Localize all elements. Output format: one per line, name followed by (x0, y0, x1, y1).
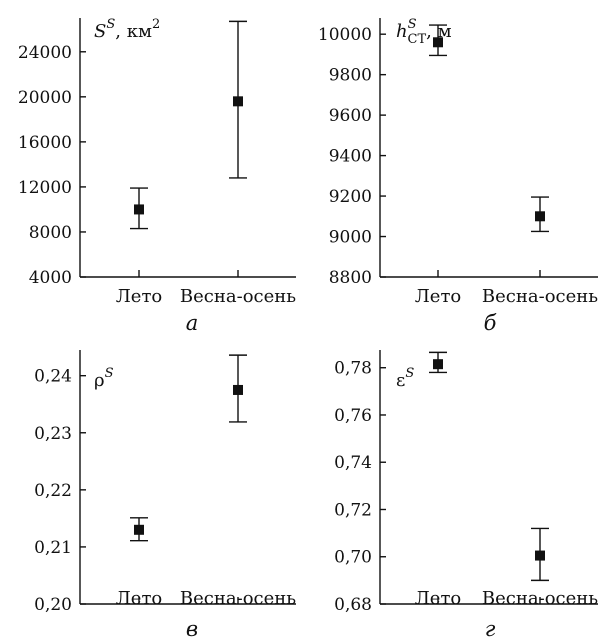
data-point (433, 359, 443, 370)
x-tick-label: Лето (116, 286, 162, 307)
y-tick-label: 0,24 (34, 367, 72, 387)
panel-letter: а (186, 311, 199, 335)
data-point (535, 550, 545, 561)
y-tick-label: 0,20 (34, 595, 72, 615)
data-point (433, 37, 443, 48)
y-axis-label: SS, км2 (94, 17, 160, 42)
x-tick-label: Весна-осень (482, 588, 598, 609)
y-tick-label: 0,72 (334, 500, 372, 520)
y-tick-label: 0,78 (334, 359, 372, 379)
y-axis-label: hS CT, м (396, 17, 452, 47)
x-tick-label: Весна-осень (180, 286, 296, 307)
y-tick-label: 12000 (18, 178, 72, 198)
y-tick-label: 9200 (329, 187, 372, 207)
y-tick-label: 4000 (29, 268, 72, 288)
y-axis-label: ρS (94, 366, 114, 391)
panel-letter: б (484, 311, 497, 335)
y-axis-label: εS (396, 366, 414, 391)
panel-1: 4000 8000 12000 16000 20000 24000 Лето Весна-ос… (18, 17, 296, 335)
y-tick-label: 9600 (329, 106, 372, 126)
y-tick-label: 0,74 (334, 453, 372, 473)
x-tick-label: Лето (116, 588, 162, 609)
y-tick-label: 16000 (18, 133, 72, 153)
data-point (134, 204, 144, 215)
y-tick-label: 0,23 (34, 424, 72, 444)
y-tick-label: 0,68 (334, 595, 372, 615)
y-tick-label: 9000 (329, 228, 372, 248)
y-tick-label: 9400 (329, 147, 372, 167)
y-tick-label: 8000 (29, 223, 72, 243)
data-point (233, 96, 243, 107)
y-tick-label: 8800 (329, 268, 372, 288)
data-point (134, 524, 144, 535)
x-tick-label: Лето (415, 286, 461, 307)
data-point (535, 211, 545, 222)
y-tick-label: 20000 (18, 88, 72, 108)
y-tick-label: 0,21 (34, 538, 72, 558)
x-tick-label: Весна-осень (180, 588, 296, 609)
y-tick-label: 10000 (318, 25, 372, 45)
y-tick-label: 9800 (329, 66, 372, 86)
panel-3: 0,20 0,21 0,22 0,23 0,24 Лето Весна-осень ρS в (34, 350, 296, 639)
panel-4: 0,68 0,70 0,72 0,74 0,76 0,78 Лето Весна-осень ε… (334, 350, 598, 639)
x-tick-label: Лето (415, 588, 461, 609)
data-point (233, 384, 243, 395)
x-tick-label: Весна-осень (482, 286, 598, 307)
y-tick-label: 0,70 (334, 548, 372, 568)
y-tick-label: 0,76 (334, 406, 372, 426)
panel-letter: в (186, 617, 198, 639)
panel-2: 8800 9000 9200 9400 9600 9800 10000 Лето Весна-о… (318, 17, 598, 335)
panel-letter: г (485, 617, 496, 639)
y-tick-label: 0,22 (34, 481, 72, 501)
y-tick-label: 24000 (18, 43, 72, 63)
